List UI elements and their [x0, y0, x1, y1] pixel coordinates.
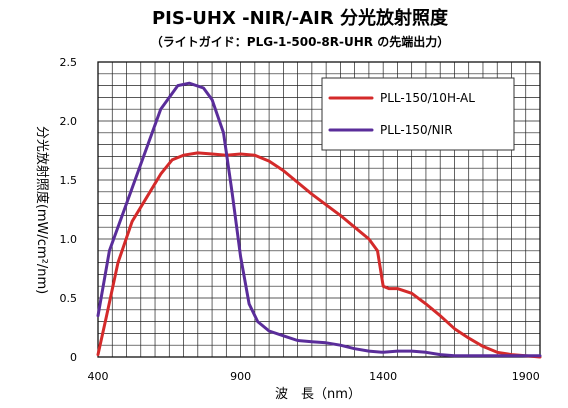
- y-tick-label: 0: [70, 351, 77, 364]
- x-tick-label: 900: [230, 370, 251, 383]
- legend: PLL-150/10H-AL PLL-150/NIR: [321, 77, 515, 151]
- x-tick-label: 1900: [512, 370, 540, 383]
- series-lines: [96, 81, 542, 359]
- x-axis-label: 波 長（nm）: [275, 387, 361, 402]
- grid: [97, 61, 541, 358]
- plot-frame: [97, 61, 541, 358]
- y-tick-label: 1.5: [60, 174, 78, 187]
- series-line-2: [96, 81, 542, 358]
- x-tick-label: 400: [88, 370, 109, 383]
- axes: 400 900 1400 1900 0 0.5 1.0 1.5 2.0 2.5: [60, 56, 540, 383]
- legend-box: [321, 77, 515, 151]
- series-line-1: [96, 151, 542, 359]
- legend-label-series-2: PLL-150/NIR: [380, 123, 453, 137]
- x-tick-label: 1400: [369, 370, 397, 383]
- chart-title: PIS-UHX -NIR/-AIR 分光放射照度: [152, 7, 449, 29]
- y-tick-label: 2.0: [60, 115, 78, 128]
- chart-subtitle: （ライトガイド：PLG-1-500-8R-UHR の先端出力）: [151, 34, 449, 49]
- y-tick-label: 2.5: [60, 56, 78, 69]
- y-tick-label: 0.5: [60, 292, 78, 305]
- y-axis-label: 分光放射照度(mW/cm²/nm): [34, 126, 50, 294]
- y-tick-label: 1.0: [60, 233, 78, 246]
- legend-label-series-1: PLL-150/10H-AL: [380, 91, 475, 105]
